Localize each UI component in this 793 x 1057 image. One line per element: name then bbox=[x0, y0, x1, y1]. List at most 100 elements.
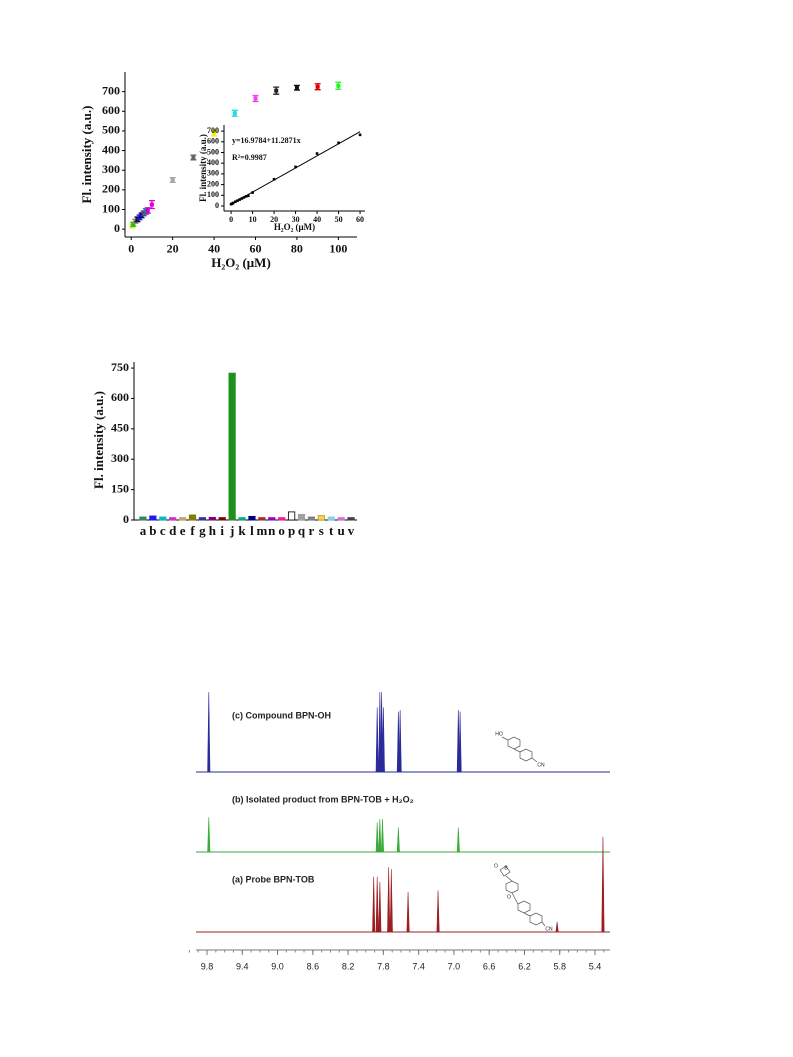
x-tick-label: 6.6 bbox=[483, 961, 496, 971]
equation-label: y=16.9784+11.2871x bbox=[232, 136, 301, 145]
x-tick-label: 30 bbox=[292, 215, 300, 224]
y-tick-label: 0 bbox=[114, 221, 120, 235]
peak bbox=[381, 707, 385, 773]
y-tick-label: 300 bbox=[102, 162, 120, 176]
y-tick-label: 300 bbox=[111, 451, 129, 465]
peak bbox=[436, 890, 440, 933]
bar bbox=[317, 515, 325, 521]
peak bbox=[375, 876, 379, 933]
x-tick-label: m bbox=[256, 523, 267, 538]
x-tick-label: q bbox=[298, 523, 306, 538]
data-point bbox=[274, 88, 279, 93]
x-tick-label: 10 bbox=[249, 215, 257, 224]
x-tick-label: 20 bbox=[270, 215, 278, 224]
data-point bbox=[191, 155, 196, 160]
bar bbox=[178, 517, 187, 521]
data-point bbox=[143, 209, 148, 214]
y-axis-label: Fl. intensity (a.u.) bbox=[91, 391, 106, 489]
x-tick-label: g bbox=[199, 523, 206, 538]
x-tick-label: i bbox=[220, 523, 224, 538]
bar bbox=[327, 516, 335, 521]
bar bbox=[169, 517, 177, 521]
y-tick-label: 100 bbox=[102, 201, 120, 215]
bar bbox=[149, 515, 157, 521]
bar bbox=[337, 517, 345, 521]
structure-label: O bbox=[507, 894, 511, 900]
x-tick-label: 40 bbox=[208, 242, 220, 256]
data-point bbox=[141, 211, 146, 216]
y-tick-label: 200 bbox=[207, 179, 219, 188]
structure-label: O bbox=[494, 863, 498, 869]
y-tick-label: 600 bbox=[111, 390, 129, 404]
peak bbox=[378, 818, 382, 853]
y-tick-label: 700 bbox=[207, 126, 219, 135]
structure-label: HO bbox=[495, 731, 503, 737]
x-tick-label: 100 bbox=[329, 242, 347, 256]
structure-label: CN bbox=[537, 762, 545, 768]
x-tick-label: 0 bbox=[128, 242, 134, 256]
x-tick-label: 5.8 bbox=[553, 961, 566, 971]
bar bbox=[159, 516, 167, 521]
peak bbox=[380, 818, 384, 853]
data-point bbox=[212, 130, 217, 135]
peak bbox=[406, 892, 410, 933]
peak bbox=[458, 711, 462, 773]
y-tick-label: 750 bbox=[111, 360, 129, 374]
x-tick-label: 5.4 bbox=[589, 961, 602, 971]
data-point bbox=[131, 222, 136, 227]
x-tick-label: u bbox=[338, 523, 345, 538]
x-tick-label: 9.0 bbox=[271, 961, 284, 971]
data-point bbox=[145, 208, 150, 213]
x-tick-label: r bbox=[309, 523, 315, 538]
peak bbox=[372, 876, 376, 933]
data-point bbox=[294, 165, 297, 169]
data-point bbox=[149, 202, 154, 207]
y-tick-label: 300 bbox=[207, 169, 219, 178]
x-tick-label: e bbox=[180, 523, 186, 538]
x-tick-label: a bbox=[140, 523, 147, 538]
peak bbox=[375, 822, 379, 853]
bar bbox=[287, 511, 296, 521]
data-point bbox=[246, 194, 250, 198]
x-tick-label: l bbox=[250, 523, 254, 538]
bar bbox=[307, 516, 316, 521]
data-point bbox=[358, 133, 362, 137]
y-tick-label: 100 bbox=[207, 190, 219, 199]
y-tick-label: 400 bbox=[207, 158, 219, 167]
bar bbox=[278, 517, 286, 521]
x-tick-label: 80 bbox=[291, 242, 303, 256]
bar bbox=[198, 517, 207, 521]
x-tick-label: 60 bbox=[356, 215, 364, 224]
x-tick-label: 40 bbox=[313, 215, 321, 224]
data-point bbox=[244, 195, 248, 198]
x-tick-label: v bbox=[348, 523, 355, 538]
x-tick-label: 0 bbox=[229, 215, 233, 224]
x-tick-label: s bbox=[319, 523, 324, 538]
data-point bbox=[231, 201, 235, 205]
y-tick-label: 500 bbox=[207, 147, 219, 156]
bar bbox=[139, 516, 147, 521]
data-point bbox=[238, 198, 241, 201]
x-tick-label: 9.4 bbox=[236, 961, 249, 971]
x-axis-label: H₂O₂ (μM) bbox=[211, 255, 271, 270]
spectrum-label: (c) Compound BPN-OH bbox=[232, 710, 331, 720]
x-tick-label: f bbox=[190, 523, 195, 538]
data-point bbox=[315, 84, 320, 89]
structure-label: B bbox=[504, 865, 508, 871]
y-tick-label: 500 bbox=[102, 123, 120, 137]
data-point bbox=[294, 85, 299, 90]
y-tick-label: 0 bbox=[215, 201, 219, 210]
y-tick-label: 200 bbox=[102, 182, 120, 196]
bar bbox=[208, 516, 216, 521]
x-tick-label: 8.6 bbox=[307, 961, 320, 971]
x-tick-label: 8.2 bbox=[342, 961, 355, 971]
data-point bbox=[242, 196, 246, 199]
y-tick-label: 700 bbox=[102, 83, 120, 97]
x-tick-label: 7.4 bbox=[412, 961, 425, 971]
bar bbox=[238, 517, 246, 521]
bar bbox=[347, 517, 355, 521]
peak bbox=[375, 707, 379, 773]
data-point bbox=[240, 197, 244, 200]
peak bbox=[456, 827, 460, 853]
